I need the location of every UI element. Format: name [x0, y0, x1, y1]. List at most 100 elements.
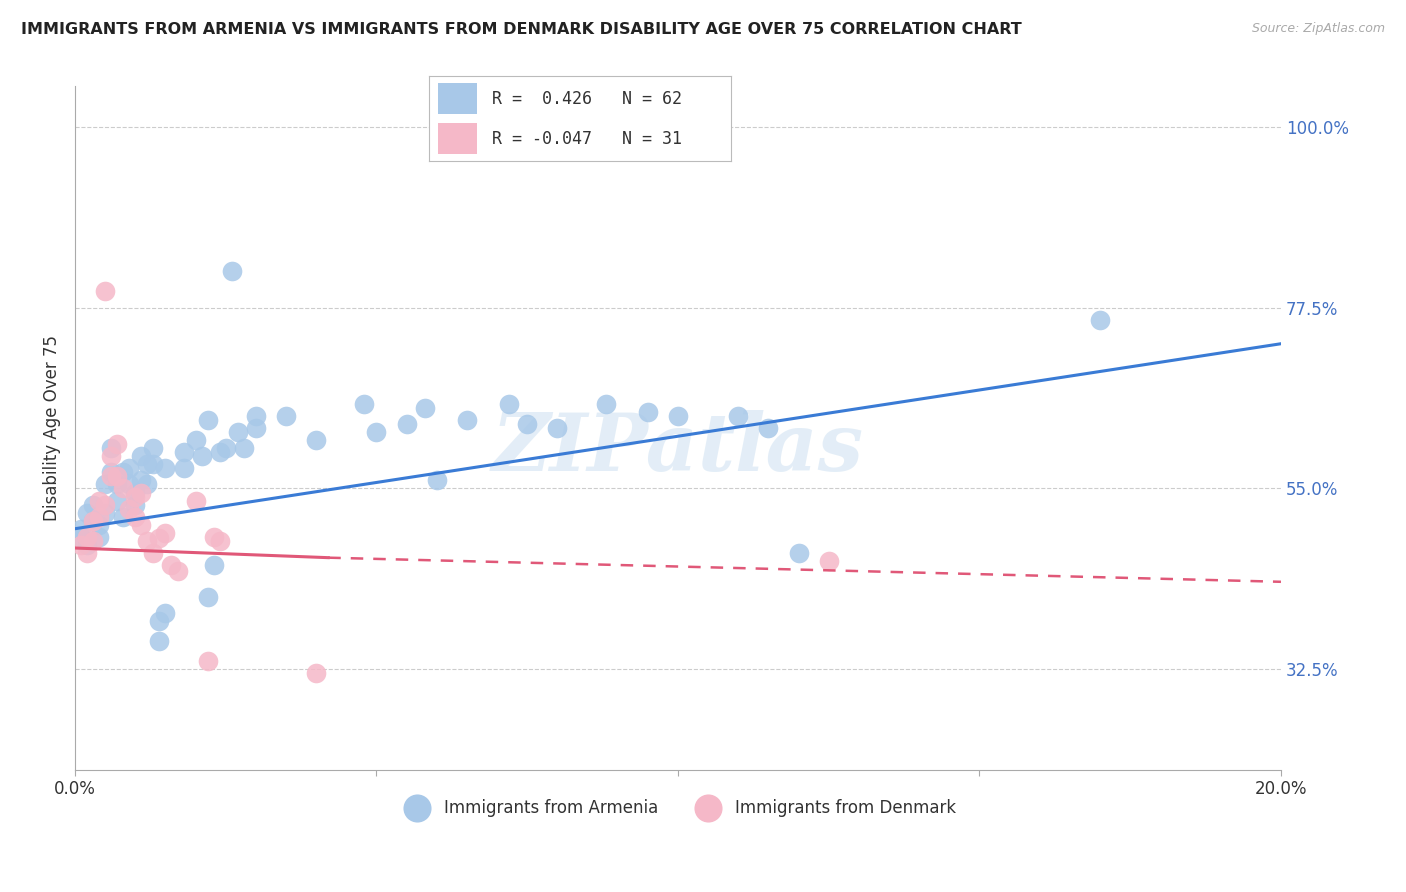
Point — [148, 532, 170, 546]
Point — [215, 442, 238, 456]
Point — [758, 421, 780, 435]
Point — [131, 474, 153, 488]
Point — [89, 517, 111, 532]
Text: ZIPatlas: ZIPatlas — [492, 410, 865, 487]
Point — [305, 666, 328, 681]
Point — [118, 477, 141, 491]
Point — [305, 434, 328, 448]
Point — [131, 517, 153, 532]
Point — [124, 490, 146, 504]
Point — [245, 421, 267, 435]
Point — [100, 450, 122, 464]
Point — [70, 538, 93, 552]
Point — [76, 506, 98, 520]
Point — [155, 606, 177, 620]
Point — [202, 530, 225, 544]
Point — [202, 558, 225, 572]
Point — [184, 493, 207, 508]
Point — [226, 425, 249, 440]
Point — [727, 409, 749, 423]
Point — [173, 461, 195, 475]
Point — [274, 409, 297, 423]
Point — [82, 514, 104, 528]
Point — [166, 564, 188, 578]
Point — [112, 482, 135, 496]
Point — [208, 445, 231, 459]
Point — [817, 554, 839, 568]
Point — [197, 590, 219, 604]
Point — [637, 405, 659, 419]
Point — [245, 409, 267, 423]
Point — [70, 530, 93, 544]
Point — [100, 442, 122, 456]
Bar — [437, 123, 477, 153]
Point — [395, 417, 418, 432]
Point — [94, 477, 117, 491]
Point — [100, 466, 122, 480]
Text: R = -0.047   N = 31: R = -0.047 N = 31 — [492, 129, 682, 147]
Point — [136, 477, 159, 491]
Text: IMMIGRANTS FROM ARMENIA VS IMMIGRANTS FROM DENMARK DISABILITY AGE OVER 75 CORREL: IMMIGRANTS FROM ARMENIA VS IMMIGRANTS FR… — [21, 22, 1022, 37]
Point — [105, 477, 128, 491]
Point — [208, 533, 231, 548]
Point — [82, 498, 104, 512]
Point — [456, 413, 478, 427]
Point — [89, 530, 111, 544]
Point — [142, 458, 165, 472]
Point — [190, 450, 212, 464]
Point — [516, 417, 538, 432]
Bar — [437, 84, 477, 114]
Point — [197, 413, 219, 427]
Point — [100, 469, 122, 483]
Point — [118, 501, 141, 516]
Point — [94, 285, 117, 299]
Point — [148, 614, 170, 628]
Point — [118, 461, 141, 475]
Point — [232, 442, 254, 456]
Point — [160, 558, 183, 572]
Point — [82, 514, 104, 528]
Legend: Immigrants from Armenia, Immigrants from Denmark: Immigrants from Armenia, Immigrants from… — [394, 792, 962, 823]
Point — [136, 533, 159, 548]
Point — [105, 437, 128, 451]
Point — [787, 546, 810, 560]
Point — [94, 506, 117, 520]
Point — [131, 485, 153, 500]
Point — [426, 474, 449, 488]
Point — [155, 525, 177, 540]
Point — [148, 634, 170, 648]
Point — [89, 509, 111, 524]
Point — [197, 655, 219, 669]
Point — [131, 450, 153, 464]
Point — [105, 493, 128, 508]
Point — [105, 469, 128, 483]
Text: R =  0.426   N = 62: R = 0.426 N = 62 — [492, 90, 682, 108]
Point — [112, 509, 135, 524]
Point — [595, 397, 617, 411]
Point — [184, 434, 207, 448]
Point — [221, 264, 243, 278]
Point — [124, 498, 146, 512]
Point — [124, 509, 146, 524]
Point — [89, 493, 111, 508]
Point — [82, 533, 104, 548]
Point — [94, 498, 117, 512]
Point — [666, 409, 689, 423]
Point — [546, 421, 568, 435]
Point — [124, 485, 146, 500]
Point — [413, 401, 436, 415]
Point — [142, 442, 165, 456]
Text: Source: ZipAtlas.com: Source: ZipAtlas.com — [1251, 22, 1385, 36]
Point — [76, 546, 98, 560]
Point — [173, 445, 195, 459]
Point — [1088, 312, 1111, 326]
Point — [112, 466, 135, 480]
Point — [155, 461, 177, 475]
Point — [353, 397, 375, 411]
Point — [76, 530, 98, 544]
Point — [76, 538, 98, 552]
Point — [366, 425, 388, 440]
Point — [136, 458, 159, 472]
Point — [498, 397, 520, 411]
Point — [142, 546, 165, 560]
